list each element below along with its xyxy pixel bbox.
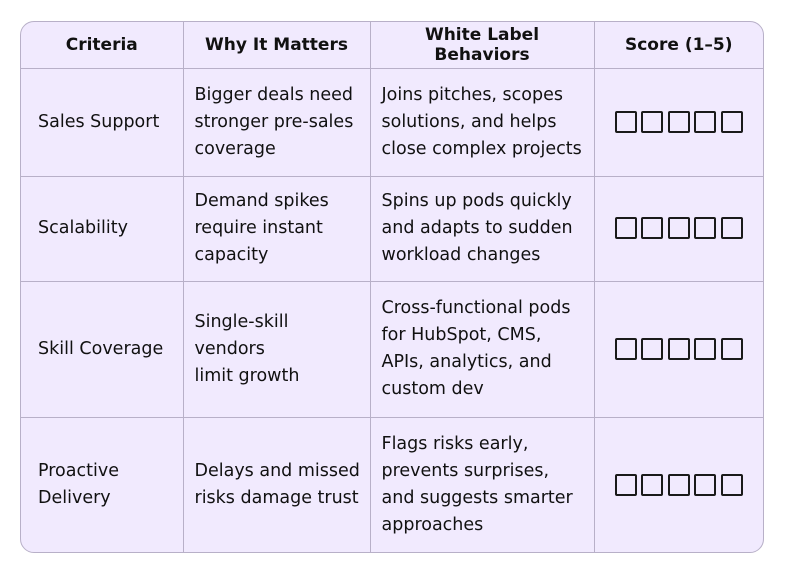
score-cell [593,280,763,418]
text-line: close complex projects [381,138,582,159]
text-line: Spins up pods quickly [381,191,572,211]
behaviors-cell: Cross-functional pods for HubSpot, CMS, … [369,280,595,418]
score-checkbox-3[interactable] [667,110,690,133]
score-checkbox-4[interactable] [694,337,717,360]
text-line: Cross-functional pods [381,298,571,318]
score-checkbox-2[interactable] [641,110,664,133]
score-checkbox-1[interactable] [614,337,637,360]
criteria-cell: Sales Support [21,67,184,177]
header-why-it-matters: Why It Matters [182,22,371,69]
header-criteria: Criteria [21,22,184,69]
table-row: Scalability Demand spikes require instan… [21,175,763,282]
text-line: Single-skill vendors [194,311,289,359]
score-checkbox-1[interactable] [614,110,637,133]
text-line: Flags risks early, [381,434,529,455]
score-checkbox-1[interactable] [614,217,637,239]
score-checkbox-5[interactable] [720,337,743,360]
text-line: Proactive [38,461,119,482]
behaviors-cell: Spins up pods quickly and adapts to sudd… [369,175,595,282]
text-line: stronger pre-sales [194,111,354,132]
why-cell: Demand spikes require instant capacity [182,175,371,282]
score-boxes [614,217,743,239]
table-row: Skill Coverage Single-skill vendors limi… [21,280,763,418]
table-row: Proactive Delivery Delays and missed ris… [21,416,763,552]
text-line: custom dev [381,379,484,399]
criteria-cell: Scalability [21,175,184,282]
score-checkbox-1[interactable] [614,473,637,496]
text-line: Bigger deals need [194,84,353,105]
text-line: limit growth [194,365,300,386]
score-checkbox-2[interactable] [641,217,664,239]
text-line: workload changes [381,245,541,265]
text-line: Delivery [38,488,111,509]
text-line: capacity [194,245,269,265]
score-checkbox-4[interactable] [694,217,717,239]
score-cell [593,175,763,282]
score-checkbox-4[interactable] [694,473,717,496]
score-checkbox-3[interactable] [667,337,690,360]
text-line: approaches [381,515,484,536]
text-line: require instant [194,218,323,238]
text-line: solutions, and helps [381,111,557,132]
score-checkbox-3[interactable] [667,217,690,239]
header-row: Criteria Why It Matters White Label Beha… [21,22,763,69]
score-checkbox-5[interactable] [720,473,743,496]
scorecard-table: Criteria Why It Matters White Label Beha… [21,22,763,552]
score-checkbox-3[interactable] [667,473,690,496]
score-boxes [614,110,743,133]
text-line: prevents surprises, [381,461,550,482]
text-line: and adapts to sudden [381,218,573,238]
text-line: Demand spikes [194,191,329,211]
score-boxes [614,473,743,496]
score-checkbox-5[interactable] [720,110,743,133]
behaviors-cell: Flags risks early, prevents surprises, a… [369,416,595,552]
why-cell: Delays and missed risks damage trust [182,416,371,552]
table-row: Sales Support Bigger deals need stronger… [21,67,763,177]
score-checkbox-5[interactable] [720,217,743,239]
text-line: Sales Support [38,111,160,132]
text-line: Skill Coverage [38,338,164,359]
criteria-scorecard: Criteria Why It Matters White Label Beha… [20,21,764,553]
text-line: and suggests smarter [381,488,573,509]
criteria-cell: Skill Coverage [21,280,184,418]
score-cell [593,67,763,177]
score-cell [593,416,763,552]
header-white-label-behaviors: White Label Behaviors [369,22,595,69]
text-line: APIs, analytics, and [381,352,552,372]
score-checkbox-2[interactable] [641,337,664,360]
score-checkbox-2[interactable] [641,473,664,496]
why-cell: Bigger deals need stronger pre-sales cov… [182,67,371,177]
text-line: coverage [194,138,276,159]
text-line: Joins pitches, scopes [381,84,564,105]
header-score: Score (1–5) [593,22,763,69]
text-line: Delays and missed [194,461,360,482]
score-checkbox-4[interactable] [694,110,717,133]
text-line: Scalability [38,218,128,238]
score-boxes [614,337,743,360]
criteria-cell: Proactive Delivery [21,416,184,552]
why-cell: Single-skill vendors limit growth [182,280,371,418]
text-line: for HubSpot, CMS, [381,325,542,345]
behaviors-cell: Joins pitches, scopes solutions, and hel… [369,67,595,177]
text-line: risks damage trust [194,488,359,509]
